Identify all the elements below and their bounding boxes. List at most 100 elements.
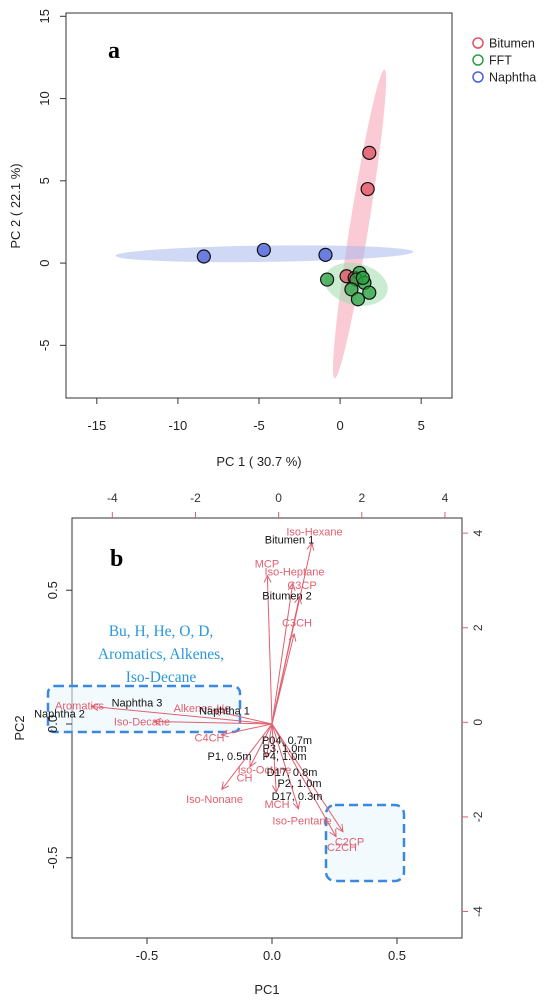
loading-arrowhead	[212, 708, 222, 716]
x-tick-label: 0	[336, 418, 343, 433]
legend-label-naphtha: Naphtha	[489, 71, 536, 85]
panel-b-sample-labels: Bitumen 1 Bitumen 2 Naphtha 3 Naphtha 2 Naph…	[34, 534, 322, 803]
panel-b-loading-arrows	[90, 542, 344, 838]
loading-arrow	[213, 710, 273, 725]
legend-label-bitumen: Bitumen	[489, 37, 535, 51]
loading-label: CH	[237, 772, 253, 784]
top-tick-label: 4	[442, 491, 449, 505]
sample-label: Naphtha 2	[34, 708, 85, 720]
loading-arrow	[271, 723, 337, 837]
x-tick-label: 5	[418, 418, 425, 433]
data-point-fft	[350, 292, 366, 307]
sample-label: P1, 0.5m	[207, 751, 251, 763]
panel-a-y-label: PC 2 ( 22.1 %)	[8, 163, 23, 248]
sample-label: P2, 1.0m	[277, 778, 321, 790]
panel-b-top-axis: -4 -2 0 2 4	[107, 491, 449, 518]
data-point-naphtha	[196, 249, 211, 264]
loading-arrow	[265, 723, 273, 758]
loading-arrow	[271, 723, 277, 793]
panel-a-points	[196, 145, 377, 307]
x-tick-label: -5	[253, 418, 265, 433]
loading-label: MCP	[255, 558, 279, 570]
right-tick-label: 2	[471, 624, 485, 631]
y-tick-label: 0.0	[45, 715, 60, 733]
loading-arrowhead	[90, 703, 99, 712]
loading-arrowhead	[335, 823, 344, 833]
loading-label: C2CP	[335, 837, 364, 849]
legend-label-fft: FFT	[489, 54, 512, 68]
legend-marker-fft	[472, 54, 484, 66]
panel-b-right-axis: -4 -2 0 2 4	[462, 529, 485, 917]
loading-arrowhead	[263, 574, 272, 583]
x-tick-label: -15	[87, 418, 106, 433]
loading-label: Iso-Nonane	[186, 794, 243, 806]
y-tick-label: 15	[37, 9, 52, 23]
loading-arrow	[221, 723, 273, 736]
group-annotation-line-1: Bu, H, He, O, D,	[109, 623, 214, 640]
loading-arrowhead	[152, 717, 162, 726]
panel-b-x-label: PC1	[254, 982, 279, 997]
panel-a-y-axis: -5 0 5 10 15	[37, 9, 66, 351]
loading-label: Iso-Hexane	[286, 526, 342, 538]
y-tick-label: -0.5	[45, 847, 60, 869]
legend-marker-bitumen	[472, 37, 484, 49]
loading-arrowhead	[288, 632, 297, 642]
data-point-bitumen	[362, 145, 377, 160]
loading-arrowhead	[292, 801, 301, 810]
sample-label: Naphtha 3	[112, 698, 163, 710]
top-tick-label: -4	[107, 491, 118, 505]
y-tick-label: 10	[37, 91, 52, 105]
y-tick-label: 0	[37, 259, 52, 266]
y-tick-label: 0.5	[45, 581, 60, 599]
loading-arrowhead	[220, 729, 229, 738]
y-tick-label: -5	[37, 340, 52, 352]
x-tick-label: 0.0	[263, 948, 281, 963]
panel-a-ellipses	[115, 69, 414, 379]
panel-b-x-axis: -0.5 0.0 0.5	[136, 938, 406, 963]
group-annotation: Bu, H, He, O, D, Aromatics, Alkenes, Iso…	[98, 623, 224, 686]
loading-label: C3CP	[287, 580, 316, 592]
loading-arrow	[271, 633, 295, 725]
panel-a-x-label: PC 1 ( 30.7 %)	[216, 454, 301, 469]
loading-arrowhead	[306, 542, 315, 551]
loading-label: Iso-Pentane	[272, 815, 331, 827]
data-point-naphtha	[256, 242, 271, 258]
data-point-fft	[320, 272, 335, 287]
loading-arrowhead	[294, 595, 302, 605]
loading-arrowhead	[329, 828, 337, 838]
sample-label: P04, 0.7m	[262, 735, 312, 747]
loading-label: C2CH	[327, 842, 357, 854]
loading-arrow	[271, 723, 344, 832]
y-tick-label: 5	[37, 177, 52, 184]
panel-a-x-axis: -15 -10 -5 0 5	[87, 398, 425, 433]
panel-a-legend: Bitumen FFT Naphtha	[472, 37, 536, 85]
panel-b-y-label: PC2	[12, 715, 27, 740]
loading-arrowhead	[271, 784, 280, 794]
loading-label: Alkenes-He	[174, 703, 231, 715]
loading-arrow	[153, 721, 273, 725]
loading-arrow	[271, 723, 299, 809]
sample-label: Bitumen 1	[265, 534, 315, 546]
x-tick-label: -10	[169, 418, 188, 433]
right-tick-label: 0	[471, 719, 485, 726]
sample-label: P3, 1.0m	[262, 743, 306, 755]
sample-label: Naphtha 1	[199, 706, 250, 718]
panel-b-y-axis: -0.5 0.0 0.5	[45, 581, 72, 869]
right-tick-label: -2	[471, 811, 485, 822]
loading-arrowhead	[287, 582, 296, 591]
loading-arrowhead	[263, 750, 272, 759]
confidence-ellipse-bitumen	[332, 69, 387, 379]
loading-arrow	[249, 723, 273, 768]
data-point-fft	[355, 270, 370, 285]
x-tick-label: 0.5	[388, 948, 406, 963]
group-annotation-line-3: Iso-Decane	[126, 669, 197, 686]
data-point-fft	[344, 282, 359, 297]
data-point-naphtha	[318, 247, 333, 262]
panel-a-pca-scatter: -15 -10 -5 0 5 -5 0 5 10 15 a PC 1 ( 30.7 %) PC …	[8, 9, 536, 469]
loading-label: Iso-Decane	[114, 716, 170, 728]
top-tick-label: 0	[275, 491, 282, 505]
panel-b-label: b	[110, 546, 123, 572]
